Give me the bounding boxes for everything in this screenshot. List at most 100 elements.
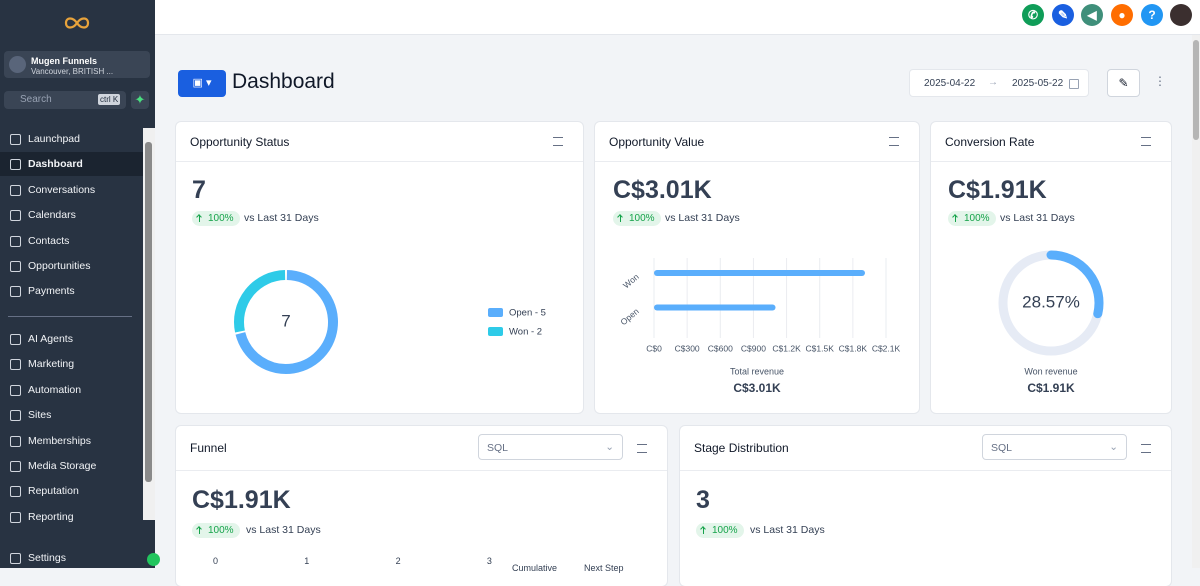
card-title: Opportunity Value [609, 134, 705, 149]
card: Opportunity Value C$3.01K 100% vs Last 3… [595, 122, 919, 413]
card-header: Funnel SQL ⌄ [176, 426, 667, 471]
nav-label: Settings [28, 552, 66, 564]
nav-item[interactable]: Memberships [0, 429, 143, 453]
nav-icon [10, 159, 21, 171]
phone-button[interactable]: ✆ [1022, 4, 1044, 26]
date-arrow: → [988, 77, 998, 88]
page-title: Dashboard [232, 70, 335, 93]
nav-item[interactable]: Automation [0, 378, 143, 402]
nav-icon [10, 210, 21, 222]
card: Conversion Rate C$1.91K 100% vs Last 31 … [931, 122, 1171, 413]
account-location: Vancouver, BRITISH ... [31, 67, 114, 76]
card-title: Opportunity Status [190, 134, 290, 149]
nav-icon [10, 486, 21, 498]
nav-item[interactable]: Payments [0, 279, 143, 303]
nav-icon [10, 461, 21, 472]
nav-label: Opportunities [28, 260, 91, 272]
sidebar-scrollbar [143, 128, 155, 520]
card-settings[interactable] [637, 444, 647, 453]
account-name: Mugen Funnels [31, 56, 97, 66]
metric-value: 3 [696, 486, 710, 514]
nav-label: Reporting [28, 510, 74, 523]
nav-item[interactable]: Reputation [0, 479, 143, 503]
nav-icon [10, 286, 21, 298]
nav-label: Media Storage [28, 460, 97, 472]
period: vs Last 31 Days [750, 524, 825, 536]
filter-value: SQL [487, 442, 509, 454]
edit-button[interactable]: ✎ [1107, 69, 1140, 97]
nav-item[interactable]: Launchpad [0, 127, 143, 151]
metric-value: C$1.91K [948, 176, 1047, 204]
search-box[interactable]: Search ctrl K [4, 91, 126, 109]
nav-icon [10, 134, 21, 145]
nav-label: Conversations [28, 183, 96, 196]
nav-item[interactable]: AI Agents [0, 327, 143, 351]
date-range[interactable]: 2025-04-22 → 2025-05-22 [909, 69, 1089, 97]
period: vs Last 31 Days [665, 212, 740, 224]
nav-item[interactable]: Settings [0, 546, 143, 570]
date-from: 2025-04-22 [924, 78, 976, 89]
filter-select[interactable]: SQL ⌄ [478, 434, 623, 460]
announce-button[interactable]: ◀ [1081, 4, 1103, 26]
nav-label: Sites [28, 409, 52, 422]
change-badge: 100% [696, 523, 744, 538]
card: Opportunity Status 7 100% vs Last 31 Day… [176, 122, 583, 413]
filter-select[interactable]: SQL ⌄ [982, 434, 1127, 460]
card-settings[interactable] [1141, 137, 1151, 146]
period: vs Last 31 Days [246, 524, 321, 536]
column-header: Cumulative [512, 563, 558, 573]
help-button[interactable]: ? [1141, 4, 1163, 26]
quick-add[interactable]: ✦ [131, 91, 149, 109]
account-switcher[interactable]: Mugen Funnels Vancouver, BRITISH ... [4, 51, 150, 78]
nav-item[interactable]: Dashboard [0, 152, 143, 177]
topbar: ✆ ✎ ◀ ● ? [155, 0, 1200, 35]
page-scrollbar [1192, 35, 1200, 568]
tools-button[interactable]: ✎ [1052, 4, 1074, 26]
metric-value: C$3.01K [613, 176, 712, 204]
axis-tick-label: 1 [304, 556, 310, 566]
card-settings[interactable] [889, 137, 899, 146]
page: Mugen Funnels Vancouver, BRITISH ... Sea… [0, 0, 1200, 568]
metric-value: C$1.91K [192, 486, 291, 514]
logo [64, 17, 90, 29]
nav-label: Contacts [28, 234, 70, 247]
change-badge: 100% [948, 211, 996, 226]
nav-label: Launchpad [28, 133, 80, 145]
user-avatar[interactable] [1170, 4, 1192, 26]
nav-item[interactable]: Opportunities [0, 254, 143, 278]
nav-icon [10, 511, 21, 523]
card-settings[interactable] [1141, 444, 1151, 453]
nav-label: Memberships [28, 434, 92, 447]
card-title: Funnel [190, 441, 227, 455]
nav-icon [10, 384, 21, 396]
card-header: Conversion Rate [931, 122, 1171, 162]
collapse-button[interactable] [147, 553, 160, 566]
nav-item[interactable]: Conversations [0, 178, 143, 202]
period: vs Last 31 Days [1000, 212, 1075, 224]
card-settings[interactable] [553, 137, 563, 146]
nav-label: Reputation [28, 485, 79, 498]
card-header: Opportunity Status [176, 122, 583, 162]
account-avatar [9, 56, 26, 73]
nav-label: Marketing [28, 358, 75, 371]
nav-item[interactable]: Contacts [0, 229, 143, 253]
nav-label: AI Agents [28, 333, 73, 345]
filter-value: SQL [991, 442, 1013, 454]
change-badge: 100% [192, 211, 240, 226]
change-badge: 100% [192, 523, 240, 538]
dashboard-switcher[interactable]: ▣ ▾ [178, 70, 226, 97]
nav-item[interactable]: Sites [0, 403, 143, 427]
more-button[interactable]: ⋮ [1154, 74, 1166, 88]
period: vs Last 31 Days [244, 212, 319, 224]
card-title: Stage Distribution [694, 441, 789, 455]
nav-label: Payments [28, 285, 75, 298]
axis-tick-label: 3 [486, 556, 492, 566]
notifications-button[interactable]: ● [1111, 4, 1133, 26]
nav-item[interactable]: Reporting [0, 505, 143, 529]
metric-value: 7 [192, 176, 206, 204]
nav-item[interactable]: Calendars [0, 203, 143, 227]
nav-icon [10, 235, 21, 247]
nav-item[interactable]: Media Storage [0, 454, 143, 478]
nav-item[interactable]: Marketing [0, 352, 143, 376]
sidebar: Mugen Funnels Vancouver, BRITISH ... Sea… [0, 0, 160, 570]
